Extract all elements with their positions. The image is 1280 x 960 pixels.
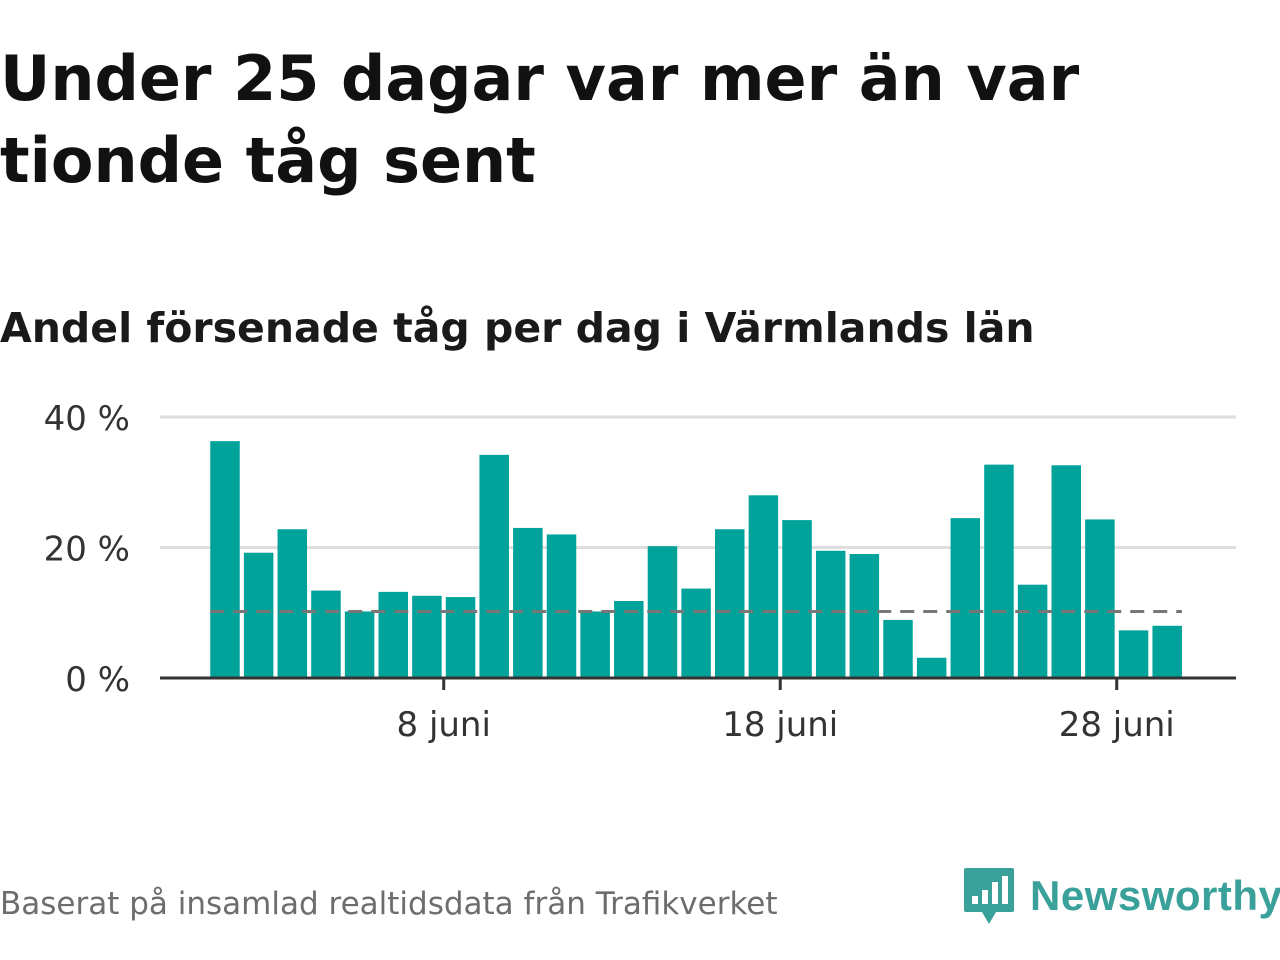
bar (849, 554, 880, 678)
y-axis-ticks: 0 % 20 % 40 % (44, 399, 130, 700)
bar (311, 590, 341, 678)
bar (782, 520, 812, 678)
newsworthy-logo[interactable]: Newsworthy (962, 864, 1280, 928)
bar (1051, 465, 1081, 678)
x-tick-label: 8 juni (397, 705, 491, 745)
bar (681, 588, 711, 678)
bar (715, 529, 745, 678)
bar (984, 464, 1014, 678)
bar (614, 601, 644, 678)
newsworthy-logo-icon (964, 868, 1014, 924)
bar (210, 441, 240, 678)
x-tick-label: 28 juni (1059, 705, 1175, 745)
x-axis: 8 juni 18 juni 28 juni (160, 676, 1236, 745)
bar (883, 619, 913, 678)
y-tick-label: 0 % (65, 660, 130, 700)
bar (1085, 519, 1115, 678)
bar (445, 597, 476, 678)
bar (815, 550, 846, 678)
bar (1118, 630, 1149, 678)
bar (479, 454, 509, 678)
bar (513, 527, 543, 678)
bars (210, 441, 1182, 678)
bar (277, 529, 308, 678)
x-tick-label: 18 juni (722, 705, 838, 745)
bar (378, 591, 408, 678)
bar (344, 611, 375, 678)
source-note: Baserat på insamlad realtidsdata från Tr… (0, 886, 778, 922)
bar (916, 657, 947, 678)
bar (748, 495, 779, 678)
chart-title: Under 25 dagar var mer än var tionde tåg… (0, 42, 1080, 197)
bar-chart: 0 % 20 % 40 % 8 juni 18 juni 28 juni (44, 399, 1236, 745)
bar (412, 595, 442, 678)
y-tick-label: 40 % (44, 399, 130, 439)
bar (580, 611, 610, 678)
chart-subtitle: Andel försenade tåg per dag i Värmlands … (0, 304, 1035, 352)
y-tick-label: 20 % (44, 530, 130, 570)
bar (1017, 584, 1048, 678)
bar (950, 518, 981, 678)
bar (243, 552, 274, 678)
bar (546, 534, 577, 678)
bar (1152, 625, 1182, 678)
logo-text: Newsworthy (1030, 872, 1280, 919)
